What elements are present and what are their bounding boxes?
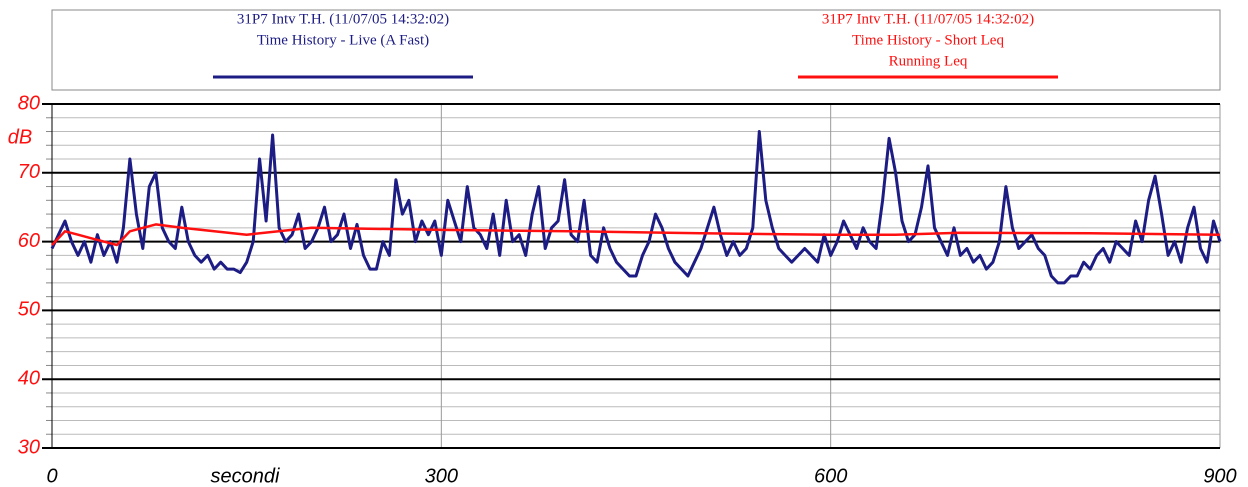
x-tick-label: 300 <box>425 465 458 487</box>
legend-text: 31P7 Intv T.H. (11/07/05 14:32:02) <box>822 11 1034 27</box>
y-tick-label: 50 <box>18 299 40 321</box>
legend-text: Time History - Short Leq <box>852 32 1004 48</box>
legend-text: Time History - Live (A Fast) <box>257 32 429 48</box>
series-line <box>50 130 1222 285</box>
x-tick-label: 600 <box>814 465 847 487</box>
y-tick-label: 30 <box>18 436 40 458</box>
y-tick-label: 70 <box>18 161 40 183</box>
y-tick-label: 60 <box>18 230 40 252</box>
legend-text: 31P7 Intv T.H. (11/07/05 14:32:02) <box>237 11 449 27</box>
x-axis-label: secondi <box>211 465 280 487</box>
series-line <box>51 223 1221 247</box>
y-axis-label: dB <box>8 126 32 148</box>
y-tick-label: 80 <box>18 92 40 114</box>
y-tick-label: 40 <box>18 367 40 389</box>
x-tick-label: 0 <box>46 465 57 487</box>
x-tick-label: 900 <box>1203 465 1236 487</box>
legend-text: Running Leq <box>889 53 968 69</box>
